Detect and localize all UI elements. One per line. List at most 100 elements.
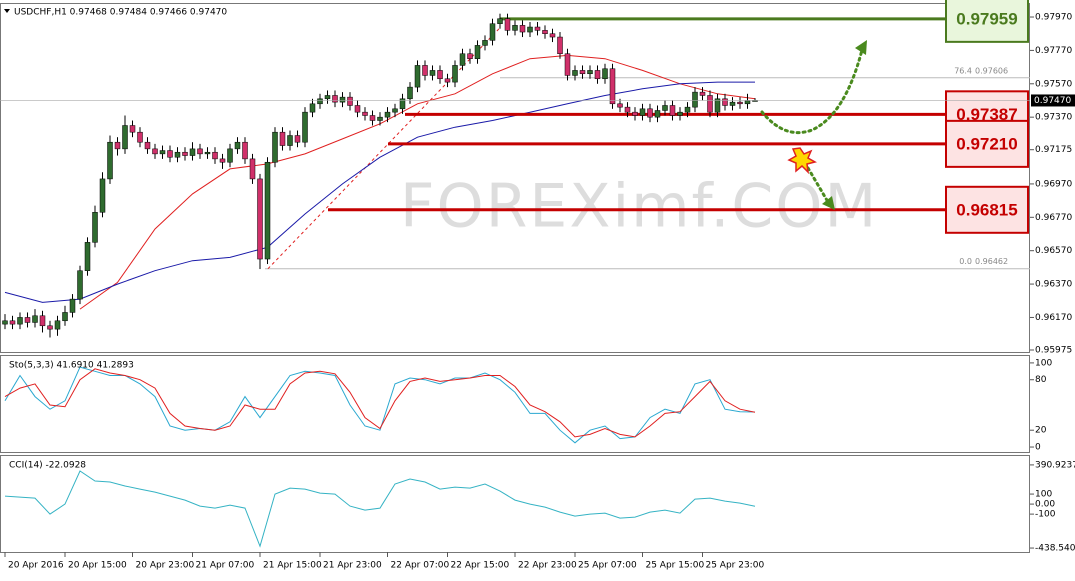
candle-body <box>572 70 578 76</box>
candle-body <box>549 33 556 38</box>
candle-body <box>39 315 46 327</box>
y-tick-label: -100 <box>1035 510 1056 520</box>
candle-body <box>384 111 391 118</box>
indicator-line <box>4 470 756 548</box>
candle-body <box>114 141 121 150</box>
candle-body <box>519 25 526 33</box>
x-tick-label: 25 Apr 15:00 <box>645 561 704 571</box>
candle-body <box>722 98 728 106</box>
candle-body <box>512 25 518 31</box>
candle-body <box>684 106 691 113</box>
candle-body <box>99 178 106 213</box>
y-tick-label: 0.97770 <box>1035 46 1072 56</box>
candle-body <box>122 125 128 150</box>
candle-body <box>264 161 271 260</box>
candle-body <box>324 95 331 100</box>
candle-body <box>47 325 53 330</box>
candle-body <box>362 111 368 116</box>
candle-body <box>369 115 376 121</box>
candle-body <box>219 158 226 163</box>
candle-body <box>354 105 361 113</box>
down-arrow-head <box>822 196 835 210</box>
x-tick-label: 21 Apr 23:00 <box>323 561 382 571</box>
current-price-box <box>1031 94 1075 107</box>
candle-body <box>54 320 61 330</box>
candle-body <box>302 111 308 143</box>
candle-body <box>429 70 436 76</box>
candle-body <box>654 110 661 118</box>
y-tick-label: 0.95975 <box>1035 345 1072 355</box>
candle-body <box>557 36 563 54</box>
candle-body <box>152 148 158 155</box>
break-icon <box>787 147 817 175</box>
x-tick-label: 25 Apr 07:00 <box>578 561 637 571</box>
candle-body <box>69 298 76 313</box>
y-tick-label: 20 <box>1035 426 1047 436</box>
candle-body <box>632 111 638 116</box>
y-tick-label: 0.97370 <box>1035 113 1072 123</box>
candle-body <box>527 26 533 33</box>
candle-body <box>504 18 511 31</box>
candle-body <box>332 95 338 103</box>
level-label: 0.96815 <box>956 200 1017 219</box>
candle-body <box>692 91 698 108</box>
y-tick-label: 0.97970 <box>1035 13 1072 23</box>
y-tick-label: -438.5405 <box>1035 544 1075 554</box>
candle-body <box>669 105 676 116</box>
x-tick-label: 20 Apr 2016 <box>8 561 64 571</box>
candle-body <box>182 151 188 156</box>
y-tick-label: 0 <box>1035 443 1041 453</box>
x-tick-label: 25 Apr 23:00 <box>705 561 764 571</box>
candle-body <box>542 30 548 34</box>
level-box <box>945 185 1029 234</box>
candle-body <box>144 141 151 150</box>
candle-body <box>617 103 623 108</box>
candle-body <box>602 68 608 80</box>
candle-body <box>407 86 413 100</box>
candle-body <box>392 108 398 113</box>
x-tick-label: 22 Apr 15:00 <box>451 561 510 571</box>
y-tick-label: 0.97570 <box>1035 79 1072 89</box>
candle-body <box>174 151 181 158</box>
candle-body <box>474 45 481 59</box>
candle-body <box>234 141 241 150</box>
candle-body <box>287 135 293 146</box>
x-tick-label: 22 Apr 07:00 <box>391 561 450 571</box>
moving-average <box>4 81 755 303</box>
candle-body <box>9 320 16 325</box>
candle-body <box>212 151 218 160</box>
y-tick-label: 0.96570 <box>1035 246 1072 256</box>
candle-body <box>227 148 233 163</box>
candle-body <box>564 53 571 76</box>
candle-body <box>467 53 473 59</box>
candle-body <box>159 150 166 155</box>
fib-trend <box>267 27 501 270</box>
candle-body <box>249 158 256 180</box>
candle-body <box>272 131 278 163</box>
stoch-title: Sto(5,3,3) 41.6910 41.2893 <box>9 361 134 371</box>
y-tick-label: 0.96370 <box>1035 280 1072 290</box>
y-tick-label: 390.9237 <box>1035 460 1075 470</box>
fib-value: 0.96462 <box>975 257 1008 266</box>
candle-body <box>189 148 196 156</box>
x-tick-label: 20 Apr 15:00 <box>68 561 127 571</box>
candle-body <box>707 95 713 113</box>
candle-body <box>459 53 466 66</box>
y-tick-label: 0.96970 <box>1035 179 1072 189</box>
candle-body <box>77 270 83 300</box>
level-label: 0.97210 <box>956 134 1017 153</box>
candle-body <box>204 151 211 155</box>
candle-body <box>257 178 263 260</box>
current-price-label: 0.97470 <box>1034 96 1071 106</box>
level-label: 0.97959 <box>956 9 1017 28</box>
level-box <box>945 0 1029 43</box>
candle-body <box>489 23 496 41</box>
watermark: FOREXimf.COM <box>400 172 878 242</box>
menu-arrow <box>4 9 10 13</box>
candle-body <box>497 18 503 24</box>
candle-body <box>729 101 736 106</box>
